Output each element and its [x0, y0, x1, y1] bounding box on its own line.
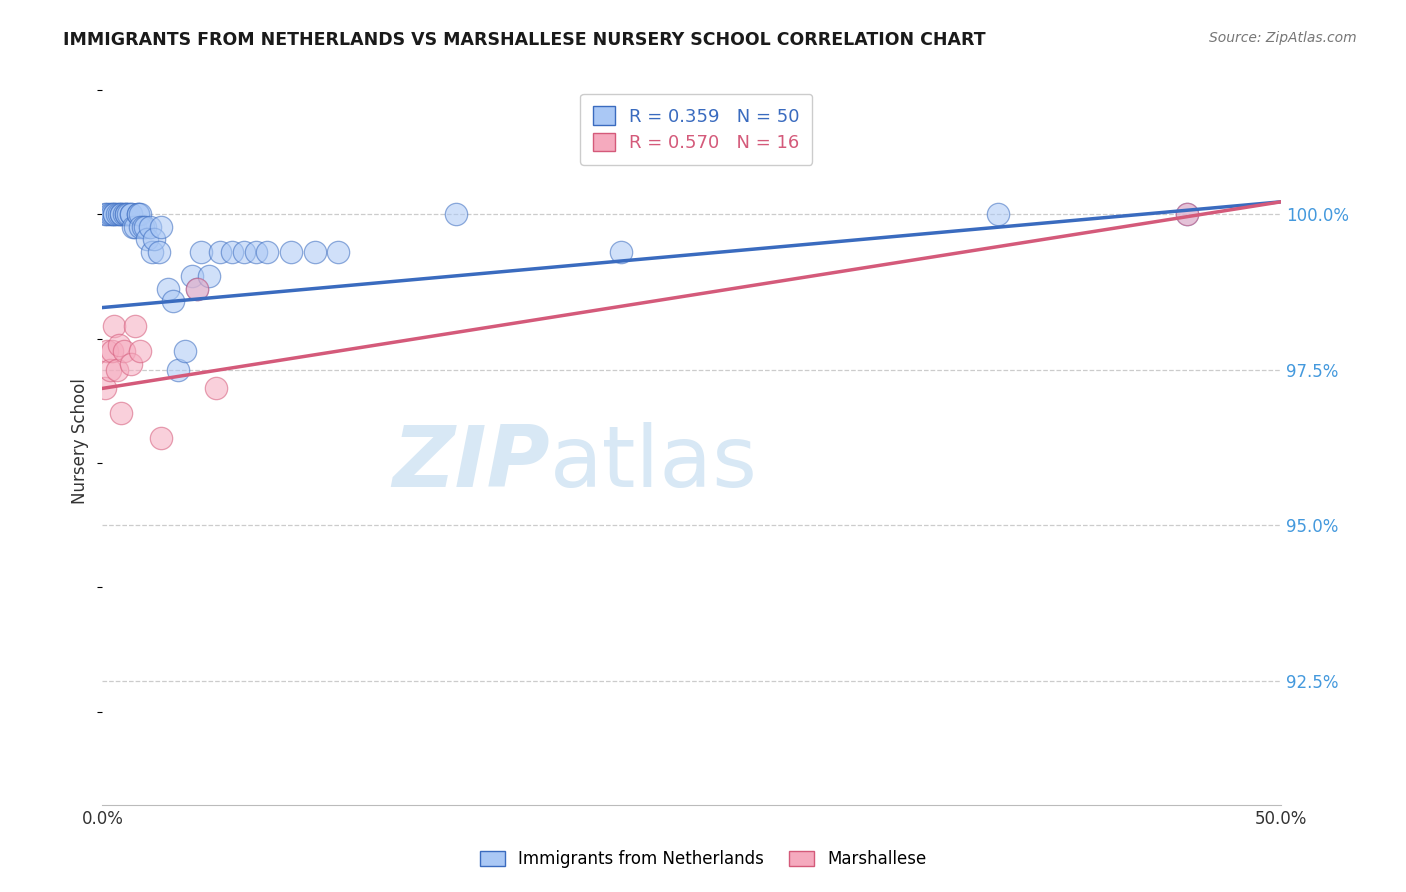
Point	[124, 319, 146, 334]
Point	[987, 207, 1010, 221]
Point	[143, 232, 166, 246]
Point	[136, 232, 159, 246]
Point	[141, 244, 163, 259]
Text: Source: ZipAtlas.com: Source: ZipAtlas.com	[1209, 31, 1357, 45]
Point	[304, 244, 326, 259]
Point	[110, 406, 132, 420]
Point	[150, 431, 173, 445]
Point	[103, 207, 125, 221]
Point	[117, 207, 139, 221]
Point	[148, 244, 170, 259]
Point	[127, 207, 149, 221]
Point	[197, 269, 219, 284]
Point	[444, 207, 467, 221]
Point	[94, 381, 117, 395]
Point	[105, 207, 128, 221]
Text: atlas: atlas	[550, 422, 758, 505]
Point	[221, 244, 243, 259]
Point	[115, 207, 138, 221]
Point	[1175, 207, 1198, 221]
Point	[186, 282, 208, 296]
Legend: Immigrants from Netherlands, Marshallese: Immigrants from Netherlands, Marshallese	[472, 844, 934, 875]
Point	[129, 219, 152, 234]
Point	[1175, 207, 1198, 221]
Point	[96, 207, 118, 221]
Point	[326, 244, 349, 259]
Point	[120, 357, 142, 371]
Point	[108, 338, 131, 352]
Point	[96, 344, 118, 359]
Point	[131, 219, 153, 234]
Point	[129, 344, 152, 359]
Point	[280, 244, 302, 259]
Point	[98, 363, 121, 377]
Point	[138, 219, 160, 234]
Point	[209, 244, 232, 259]
Point	[108, 207, 131, 221]
Point	[181, 269, 204, 284]
Point	[110, 207, 132, 221]
Point	[204, 381, 226, 395]
Point	[98, 207, 121, 221]
Point	[167, 363, 190, 377]
Point	[122, 219, 145, 234]
Y-axis label: Nursery School: Nursery School	[72, 378, 89, 504]
Point	[124, 219, 146, 234]
Point	[610, 244, 633, 259]
Point	[110, 207, 132, 221]
Point	[162, 294, 184, 309]
Point	[174, 344, 197, 359]
Point	[256, 244, 278, 259]
Point	[115, 207, 138, 221]
Point	[120, 207, 142, 221]
Point	[190, 244, 212, 259]
Point	[101, 207, 124, 221]
Point	[150, 219, 173, 234]
Point	[232, 244, 254, 259]
Point	[105, 363, 128, 377]
Point	[129, 207, 152, 221]
Point	[157, 282, 180, 296]
Point	[103, 319, 125, 334]
Legend: R = 0.359   N = 50, R = 0.570   N = 16: R = 0.359 N = 50, R = 0.570 N = 16	[581, 94, 813, 165]
Point	[127, 207, 149, 221]
Point	[245, 244, 267, 259]
Point	[134, 219, 156, 234]
Text: IMMIGRANTS FROM NETHERLANDS VS MARSHALLESE NURSERY SCHOOL CORRELATION CHART: IMMIGRANTS FROM NETHERLANDS VS MARSHALLE…	[63, 31, 986, 49]
Point	[186, 282, 208, 296]
Point	[101, 344, 124, 359]
Point	[120, 207, 142, 221]
Point	[94, 207, 117, 221]
Point	[112, 207, 135, 221]
Point	[112, 344, 135, 359]
Text: ZIP: ZIP	[392, 422, 550, 505]
Point	[103, 207, 125, 221]
